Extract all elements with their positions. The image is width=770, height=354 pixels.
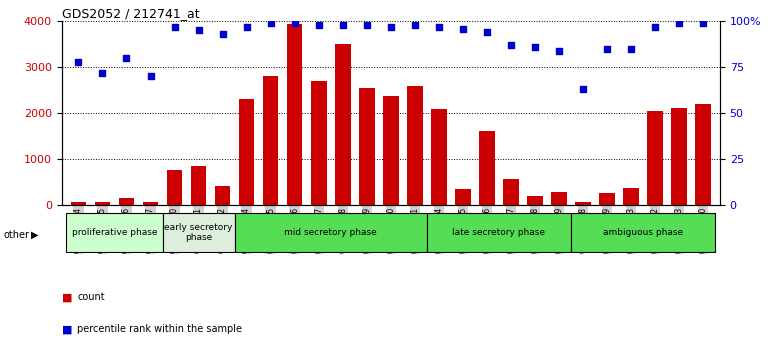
Bar (311, 81, 326, 205)
Bar (648, 111, 663, 205)
Text: other: other (4, 230, 30, 240)
Bar (551, 193, 567, 205)
Bar (503, 179, 519, 205)
Bar (71, 202, 86, 205)
Bar (66, 213, 162, 252)
Point (169, 24, 181, 30)
Text: percentile rank within the sample: percentile rank within the sample (77, 324, 242, 334)
Point (384, 24, 397, 30)
Point (480, 29, 493, 35)
Bar (119, 198, 134, 205)
Bar (431, 109, 447, 205)
Point (529, 44, 541, 50)
Point (313, 22, 325, 28)
Point (649, 24, 661, 30)
Point (673, 20, 685, 26)
Text: count: count (77, 292, 105, 302)
Text: ambiguous phase: ambiguous phase (603, 228, 683, 237)
Point (553, 48, 565, 53)
Bar (599, 193, 614, 205)
Text: proliferative phase: proliferative phase (72, 228, 157, 237)
Text: ■: ■ (62, 292, 72, 302)
Bar (215, 185, 230, 205)
Bar (263, 76, 279, 205)
Bar (455, 189, 470, 205)
Text: late secretory phase: late secretory phase (453, 228, 545, 237)
Bar (95, 202, 110, 205)
Point (72, 59, 85, 64)
Bar (623, 188, 639, 205)
Bar (527, 196, 543, 205)
Text: GDS2052 / 212741_at: GDS2052 / 212741_at (62, 7, 199, 20)
Point (409, 22, 421, 28)
Bar (407, 86, 423, 205)
Point (96, 70, 109, 76)
Point (577, 86, 589, 92)
Bar (239, 99, 254, 205)
Point (264, 20, 276, 26)
Point (144, 74, 156, 79)
Bar (142, 202, 159, 205)
Point (457, 26, 469, 32)
Point (120, 55, 132, 61)
Bar (575, 202, 591, 205)
Point (433, 24, 445, 30)
Point (505, 42, 517, 48)
Bar (427, 213, 571, 252)
Bar (383, 96, 399, 205)
Point (360, 22, 373, 28)
Point (697, 20, 709, 26)
Bar (479, 131, 494, 205)
Bar (191, 166, 206, 205)
Point (216, 31, 229, 37)
Bar (162, 213, 235, 252)
Bar (235, 213, 427, 252)
Point (625, 46, 638, 52)
Point (289, 20, 301, 26)
Point (601, 46, 613, 52)
Bar (167, 170, 182, 205)
Text: ▶: ▶ (31, 230, 38, 240)
Bar (287, 23, 303, 205)
Bar (359, 88, 374, 205)
Text: mid secretory phase: mid secretory phase (284, 228, 377, 237)
Bar (671, 108, 687, 205)
Point (336, 22, 349, 28)
Bar (695, 104, 711, 205)
Point (240, 24, 253, 30)
Text: early secretory
phase: early secretory phase (164, 223, 233, 242)
Point (192, 28, 205, 33)
Text: ■: ■ (62, 324, 72, 334)
Bar (571, 213, 715, 252)
Bar (335, 44, 350, 205)
